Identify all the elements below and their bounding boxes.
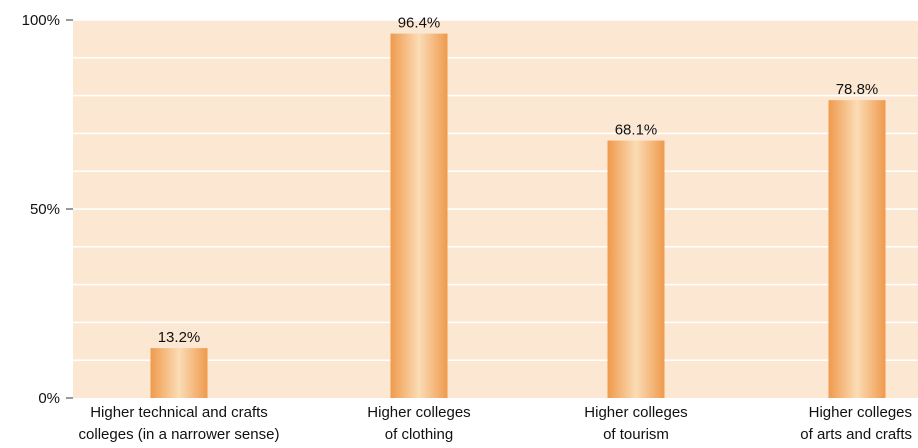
x-category-label: of tourism	[603, 426, 669, 443]
x-category-label: Higher technical and crafts	[90, 404, 268, 421]
y-tick-label: 0%	[38, 390, 60, 407]
x-category-label: Higher colleges	[367, 404, 470, 421]
y-axis: 0% 50% 100%	[22, 12, 73, 407]
data-label: 68.1%	[615, 122, 658, 139]
x-category-label: Higher colleges	[584, 404, 687, 421]
x-category-label: of arts and crafts	[800, 426, 912, 443]
data-label: 96.4%	[398, 15, 441, 32]
bar	[150, 348, 208, 398]
x-axis: Higher technical and crafts colleges (in …	[79, 404, 912, 443]
data-label: 78.8%	[836, 81, 879, 98]
y-tick-label: 100%	[22, 12, 60, 29]
x-category-label: Higher colleges	[809, 404, 912, 421]
x-category-label: of clothing	[385, 426, 453, 443]
bars	[150, 33, 886, 399]
data-labels: 13.2% 96.4% 68.1% 78.8%	[158, 15, 879, 346]
bar	[390, 33, 448, 398]
gridlines	[73, 19, 918, 361]
y-tick-label: 50%	[30, 201, 60, 218]
x-category-label: colleges (in a narrower sense)	[79, 426, 280, 443]
bar	[607, 140, 665, 398]
bar	[828, 100, 886, 399]
data-label: 13.2%	[158, 329, 201, 346]
